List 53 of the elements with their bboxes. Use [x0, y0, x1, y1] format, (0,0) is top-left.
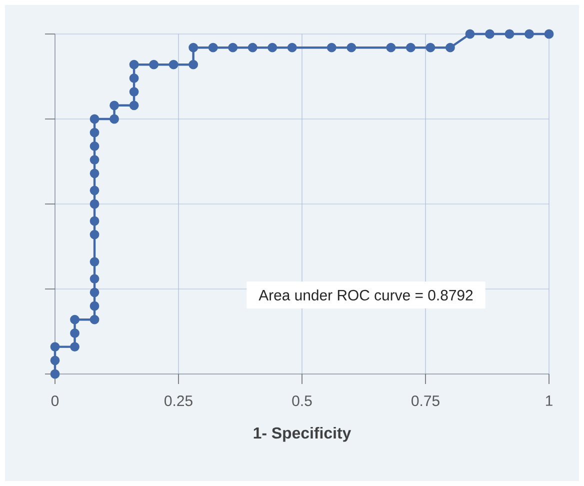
point	[90, 142, 100, 151]
point	[129, 87, 139, 96]
point	[346, 42, 356, 52]
point	[465, 29, 475, 39]
point	[504, 29, 514, 39]
point	[90, 114, 100, 124]
point	[287, 42, 297, 52]
point	[426, 42, 436, 52]
point	[446, 42, 455, 52]
point	[406, 42, 416, 52]
point	[90, 155, 100, 164]
point	[524, 29, 534, 39]
point	[50, 342, 60, 352]
point	[228, 42, 238, 52]
point	[90, 186, 100, 196]
point	[149, 60, 158, 70]
x-tick-label: 0.5	[292, 396, 312, 406]
point	[90, 128, 100, 138]
point	[90, 199, 100, 209]
point	[90, 257, 100, 266]
point	[50, 369, 60, 379]
point	[70, 328, 80, 338]
point	[544, 29, 554, 39]
point	[326, 42, 336, 52]
point	[248, 42, 258, 52]
x-tick-label: 0.75	[412, 396, 440, 406]
point	[70, 342, 80, 352]
point	[129, 60, 139, 70]
point	[90, 168, 100, 178]
point	[90, 288, 100, 298]
x-tick-label: 0	[51, 396, 59, 406]
point	[129, 100, 139, 110]
point	[50, 356, 60, 366]
point	[110, 100, 119, 110]
point	[188, 42, 198, 52]
x-tick-label: 0.25	[164, 396, 192, 406]
x-tick-label: 1	[546, 396, 552, 406]
x-axis-title: 1- Specificity	[254, 426, 352, 442]
point	[90, 230, 100, 240]
point	[168, 60, 178, 70]
point	[90, 301, 100, 311]
point	[90, 216, 100, 226]
point	[188, 60, 198, 70]
point	[208, 42, 218, 52]
point	[70, 314, 80, 324]
point	[268, 42, 278, 52]
point	[90, 274, 100, 284]
point	[386, 42, 396, 52]
point	[110, 114, 119, 124]
point	[129, 74, 139, 83]
point	[90, 314, 100, 324]
point	[485, 29, 494, 39]
annotation: Area under ROC curve = 0.8792	[258, 290, 473, 300]
